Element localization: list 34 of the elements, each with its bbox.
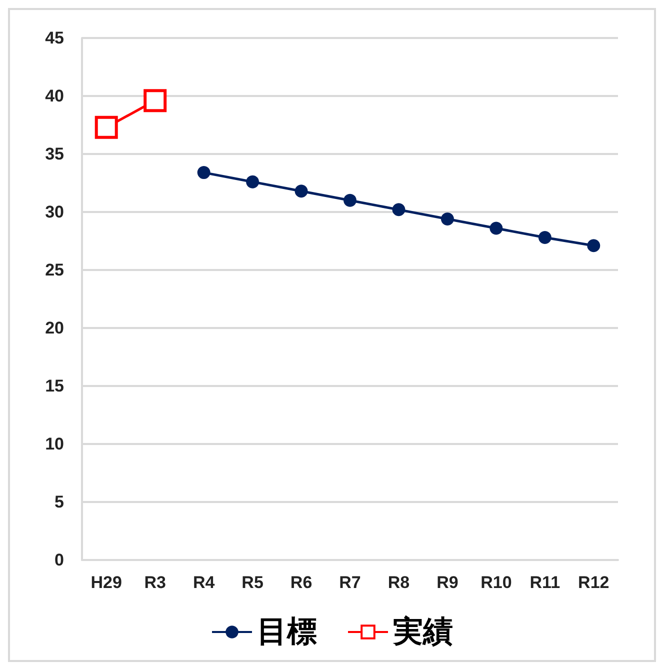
point [197, 166, 210, 180]
x-tick-label: R7 [339, 573, 361, 592]
y-tick-label: 0 [54, 550, 64, 570]
point [144, 89, 167, 112]
legend-label: 目標 [257, 616, 317, 648]
point [392, 203, 406, 216]
x-tick-label: R11 [530, 573, 560, 592]
legend-label: 実績 [392, 614, 453, 648]
y-tick-label: 5 [54, 492, 64, 512]
y-tick-label: 45 [45, 28, 64, 48]
y-tick-label: 20 [45, 318, 64, 338]
point [246, 175, 260, 188]
y-tick-label: 40 [45, 86, 64, 106]
x-tick-label: H29 [90, 573, 122, 592]
x-tick-label: R4 [192, 573, 216, 592]
point [490, 222, 503, 235]
x-tick-label: R9 [436, 573, 458, 592]
x-tick-label: R5 [242, 573, 264, 592]
x-tick-label: R12 [578, 573, 610, 592]
point [294, 184, 308, 198]
x-tick-label: R3 [144, 573, 166, 592]
point [440, 212, 454, 226]
y-tick-label: 10 [45, 434, 64, 454]
point [94, 116, 118, 139]
y-tick-label: 25 [45, 260, 64, 280]
x-tick-label: R6 [290, 573, 312, 592]
x-tick-label: R10 [480, 573, 512, 592]
point [344, 194, 356, 207]
y-tick-label: 30 [45, 202, 64, 222]
point [587, 239, 600, 252]
x-tick-label: R8 [388, 573, 410, 592]
point [538, 231, 552, 244]
y-tick-label: 15 [45, 376, 64, 396]
y-tick-label: 35 [45, 144, 64, 164]
